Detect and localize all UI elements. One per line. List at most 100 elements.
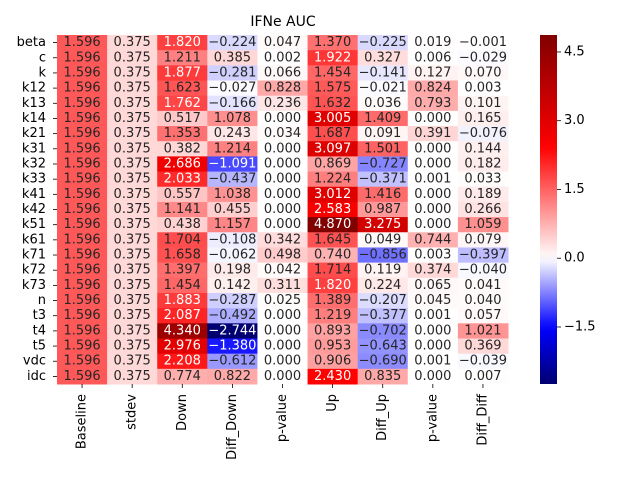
heatmap-cell	[257, 50, 309, 66]
cell-value-label: 1.596	[63, 308, 100, 323]
heatmap-cell	[407, 277, 459, 294]
heatmap-cell	[57, 262, 108, 279]
heatmap-cell	[457, 292, 509, 309]
row-label: k41	[22, 187, 46, 202]
heatmap-cell	[107, 141, 158, 157]
cell-value-label: 0.065	[414, 278, 451, 293]
cell-value-label: 0.001	[414, 172, 451, 187]
heatmap-cell	[357, 65, 409, 82]
heatmap-cell	[207, 323, 258, 339]
cell-value-label: 0.375	[114, 217, 151, 232]
cell-value-label: 0.034	[264, 126, 301, 141]
heatmap-cell	[57, 353, 108, 370]
row-label: k12	[22, 81, 46, 96]
cell-value-label: 0.374	[414, 263, 451, 278]
cell-value-label: 1.596	[63, 202, 100, 217]
cell-value-label: 0.127	[414, 65, 451, 80]
heatmap-cell	[157, 247, 208, 264]
cell-value-label: −0.166	[208, 96, 256, 111]
cell-value-label: 0.000	[264, 217, 301, 232]
cell-value-label: 1.632	[314, 96, 351, 111]
heatmap-cell	[207, 277, 258, 294]
column-label: p-value	[425, 394, 440, 442]
colorbar-tick-label: 3.0	[564, 113, 585, 128]
heatmap-cell	[307, 126, 359, 142]
row-label: k14	[22, 111, 46, 126]
cell-value-label: 0.375	[114, 50, 151, 65]
row-label: k31	[22, 141, 46, 156]
cell-value-label: 0.953	[314, 339, 351, 354]
cell-value-label: −0.108	[208, 232, 256, 247]
cell-value-label: −0.001	[459, 35, 507, 50]
heatmap-cell	[357, 277, 409, 294]
heatmap-cell	[207, 186, 258, 203]
heatmap-cell	[207, 353, 258, 370]
heatmap-cell	[107, 368, 158, 385]
cell-value-label: 0.041	[464, 278, 501, 293]
heatmap-cell	[307, 262, 359, 279]
heatmap-cell	[257, 126, 309, 142]
cell-value-label: 0.375	[114, 172, 151, 187]
heatmap-cell	[407, 217, 459, 233]
heatmap-cell	[457, 353, 509, 370]
cell-value-label: 1.820	[314, 278, 351, 293]
cell-value-label: −2.744	[208, 323, 256, 338]
cell-value-label: 0.000	[264, 156, 301, 171]
heatmap-cell	[307, 156, 359, 173]
heatmap-cell	[257, 201, 309, 218]
cell-value-label: −0.702	[359, 323, 407, 338]
cell-value-label: 0.243	[214, 126, 251, 141]
cell-value-label: 0.893	[314, 323, 351, 338]
heatmap-cell	[307, 141, 359, 157]
cell-value-label: 1.877	[164, 65, 201, 80]
row-label: k13	[22, 96, 46, 111]
heatmap-cell	[407, 232, 459, 248]
heatmap-cell	[57, 368, 108, 385]
cell-value-label: 0.375	[114, 293, 151, 308]
heatmap-cell	[357, 247, 409, 264]
column-labels: Baseline stdev Down Diff_Down p-value Up Diff_…	[75, 384, 490, 460]
cell-value-label: 1.575	[314, 81, 351, 96]
cell-value-label: 0.182	[464, 156, 501, 171]
cell-value-label: 0.236	[264, 96, 301, 111]
heatmap-cell	[157, 50, 208, 66]
cell-value-label: −0.281	[208, 65, 256, 80]
row-label: t3	[33, 308, 46, 323]
cell-value-label: 1.219	[314, 308, 351, 323]
heatmap-cell	[357, 232, 409, 248]
cell-value-label: 0.385	[214, 50, 251, 65]
heatmap-cell	[107, 171, 158, 188]
heatmap-cell	[457, 232, 509, 248]
heatmap-cell	[307, 232, 359, 248]
column-label: Diff_Down	[225, 394, 240, 460]
heatmap-cell	[307, 247, 359, 264]
cell-value-label: −0.690	[359, 354, 407, 369]
cell-value-label: 0.369	[464, 339, 501, 354]
heatmap-cell	[207, 217, 258, 233]
cell-value-label: 0.000	[414, 323, 451, 338]
cell-value-label: 3.275	[364, 217, 401, 232]
heatmap-cell	[107, 277, 158, 294]
cell-value-label: 1.038	[214, 187, 251, 202]
cell-value-label: 0.091	[364, 126, 401, 141]
heatmap-cell	[457, 323, 509, 339]
heatmap-cell	[57, 95, 108, 112]
cell-value-label: 0.144	[464, 141, 501, 156]
cell-value-label: 1.883	[164, 293, 201, 308]
cell-value-label: −0.040	[459, 263, 507, 278]
cell-value-label: 0.793	[414, 96, 451, 111]
heatmap-cell	[207, 262, 258, 279]
cell-value-label: 0.774	[164, 369, 201, 384]
row-label: t4	[33, 323, 46, 338]
cell-value-label: 0.198	[214, 263, 251, 278]
heatmap-cell	[357, 353, 409, 370]
heatmap-cell	[57, 247, 108, 264]
heatmap-cell	[107, 35, 158, 51]
colorbar-gradient	[540, 35, 557, 384]
cell-value-label: 0.517	[164, 111, 201, 126]
heatmap-cell	[307, 171, 359, 188]
cell-value-label: 0.000	[414, 187, 451, 202]
heatmap-cell	[57, 292, 108, 309]
heatmap-cell	[157, 338, 208, 355]
cell-value-label: 3.005	[314, 111, 351, 126]
